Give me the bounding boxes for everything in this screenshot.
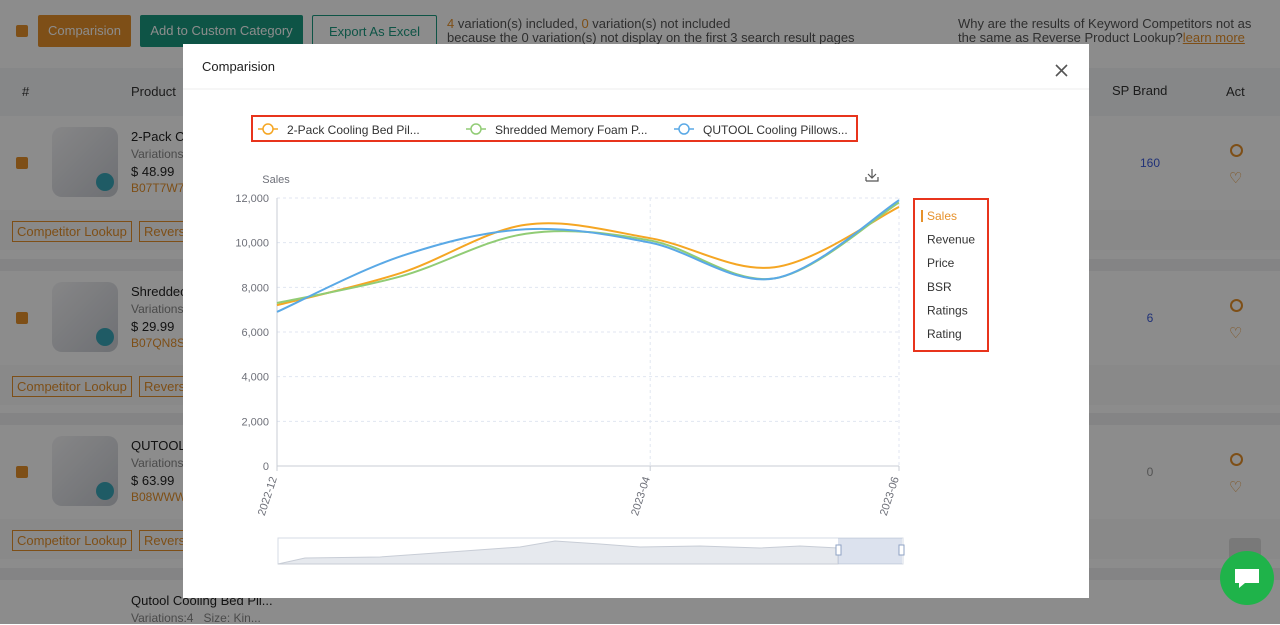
variations: Variations:4 Size: Kin... <box>131 610 261 625</box>
series-line <box>276 206 900 307</box>
zoom-handle[interactable] <box>898 544 905 556</box>
text: variation(s) not included <box>592 16 731 31</box>
y-axis-label: Sales <box>262 174 290 186</box>
metric-option[interactable]: Revenue <box>927 233 975 247</box>
zoom-handle[interactable] <box>835 544 842 556</box>
favorite-action[interactable]: ♡ <box>1229 324 1243 342</box>
header-cell[interactable]: SP Brand <box>1112 83 1168 98</box>
button[interactable]: Comparision <box>38 15 131 47</box>
chart: Comparision Sales 0 2,000 4,000 6,000 8,000 10… <box>183 59 1089 565</box>
select-all-checkbox[interactable] <box>16 25 28 37</box>
search-action[interactable] <box>1230 298 1243 312</box>
y-tick-label: 10,000 <box>235 238 269 250</box>
image-badge <box>96 327 114 346</box>
favorite-action[interactable]: ♡ <box>1229 170 1243 187</box>
asin[interactable]: B07QN8S <box>131 335 186 350</box>
y-tick-label: 8,000 <box>241 282 269 294</box>
data-zoom <box>277 537 905 565</box>
y-tick-label: 4,000 <box>241 372 269 384</box>
series-line <box>276 201 900 304</box>
count: 0 <box>581 16 589 31</box>
metric-option[interactable]: Price <box>927 256 955 270</box>
legend-marker <box>262 123 274 135</box>
sp-brand: 6 <box>1146 310 1154 325</box>
chat-icon <box>1235 569 1259 588</box>
y-tick-label: 0 <box>263 461 269 473</box>
header-cell: # <box>22 84 30 99</box>
product-title: QUTOOL <box>131 438 186 453</box>
legend-marker <box>678 123 690 135</box>
asin[interactable]: B07T7W7 <box>131 181 185 195</box>
button[interactable]: Add to Custom Category <box>140 15 303 47</box>
legend-label[interactable]: 2-Pack Cooling Bed Pil... <box>287 123 420 137</box>
question: Why are the results of Keyword Competito… <box>958 16 1252 45</box>
close-button[interactable] <box>1055 64 1068 77</box>
count: 4 <box>447 16 455 31</box>
x-tick-label: 2023-06 <box>878 475 902 517</box>
search-action[interactable] <box>1230 144 1243 157</box>
metric-option[interactable]: BSR <box>927 280 952 294</box>
product-image <box>52 127 118 197</box>
variations: Variations <box>131 301 184 316</box>
action-tag[interactable]: Competitor Lookup <box>12 375 132 397</box>
inclusion-info: 4 variation(s) included, 0 variation(s) … <box>447 17 855 45</box>
search-action[interactable] <box>1230 453 1243 466</box>
action-tag[interactable]: Competitor Lookup <box>12 221 132 242</box>
variations: Variations <box>131 456 184 470</box>
link[interactable]: learn more <box>1182 30 1245 45</box>
chat-button[interactable] <box>1220 551 1274 605</box>
product-title: Shreddec <box>131 283 187 299</box>
image-badge <box>96 482 114 500</box>
price: $ 48.99 <box>131 164 175 179</box>
comparison-modal: Comparision Sales 0 2,000 4,000 6,000 8,000 10… <box>183 44 1089 598</box>
legend-label[interactable]: QUTOOL Cooling Pillows... <box>703 123 848 137</box>
modal-title: Comparision <box>202 59 275 74</box>
price: $ 63.99 <box>131 473 175 488</box>
variations: Variations <box>131 147 184 161</box>
product-image <box>52 436 118 506</box>
legend-label[interactable]: Shredded Memory Foam P... <box>495 123 648 137</box>
zoom-selection[interactable] <box>838 538 902 564</box>
row-checkbox[interactable] <box>16 311 28 324</box>
favorite-action[interactable]: ♡ <box>1229 479 1243 496</box>
image-badge <box>96 173 114 191</box>
header-cell: Product <box>131 84 176 99</box>
product-title: 2-Pack C <box>131 129 185 144</box>
note: because the 0 variation(s) not display o… <box>447 30 855 45</box>
metric-option[interactable]: Sales <box>927 209 957 223</box>
x-tick-label: 2022-12 <box>256 475 280 517</box>
legend-marker <box>470 123 482 135</box>
row-checkbox[interactable] <box>16 157 28 169</box>
y-tick-label: 2,000 <box>241 416 269 428</box>
x-tick-label: 2023-04 <box>629 475 653 517</box>
asin[interactable]: B08WWW <box>131 490 187 504</box>
row-checkbox[interactable] <box>16 466 28 478</box>
metric-option[interactable]: Rating <box>927 327 962 341</box>
product-image <box>52 281 118 352</box>
highlight-box <box>913 198 989 352</box>
download-icon[interactable] <box>865 169 879 182</box>
y-tick-label: 12,000 <box>235 193 269 205</box>
price: $ 29.99 <box>131 318 175 334</box>
series-line <box>276 199 900 313</box>
sp-brand: 0 <box>1146 465 1154 479</box>
text: variation(s) included, <box>457 16 578 31</box>
highlight-box <box>251 115 858 142</box>
metric-option[interactable]: Ratings <box>927 303 968 317</box>
action-tag[interactable]: Competitor Lookup <box>12 530 132 551</box>
zoom-preview <box>277 540 839 565</box>
help: Why are the results of Keyword Competito… <box>958 17 1263 45</box>
y-tick-label: 6,000 <box>241 327 269 339</box>
sp-brand: 160 <box>1140 156 1161 170</box>
header-cell: Act <box>1226 84 1245 99</box>
